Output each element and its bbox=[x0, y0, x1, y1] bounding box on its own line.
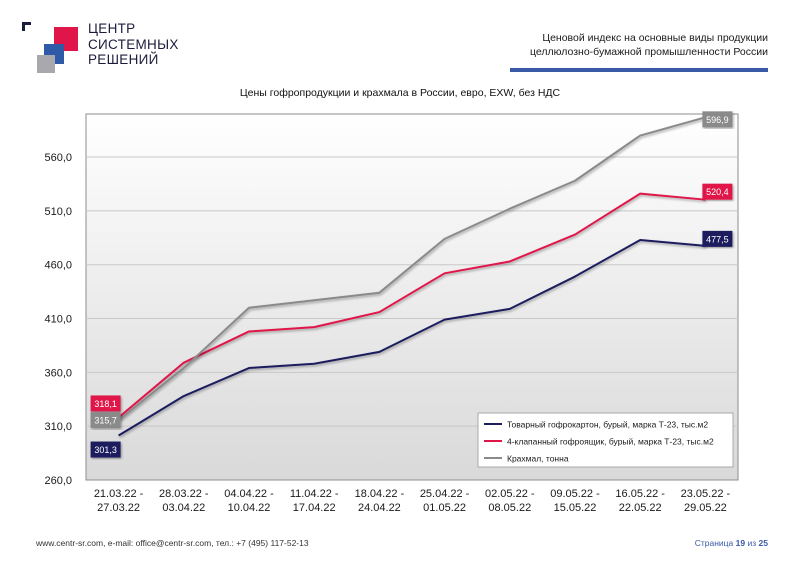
data-label-last-series-1-box bbox=[702, 230, 733, 247]
x-tick-label: 21.03.22 - bbox=[94, 488, 144, 500]
data-label-last-series-3: 596,9 bbox=[706, 115, 729, 125]
y-tick-label: 410,0 bbox=[44, 314, 72, 326]
header-title-line-2: целлюлозно-бумажной промышленности Росси… bbox=[529, 46, 768, 58]
page-prefix: Страница bbox=[694, 538, 734, 548]
series-line-1 bbox=[118, 238, 706, 437]
logo-line-2: СИСТЕМНЫХ bbox=[88, 36, 179, 52]
x-tick-label: 11.04.22 - bbox=[290, 488, 339, 500]
y-tick-label: 510,0 bbox=[44, 206, 72, 218]
data-label-last-series-3-box bbox=[702, 111, 733, 128]
x-tick-label-second-line: 22.05.22 bbox=[619, 502, 662, 514]
legend-box bbox=[477, 412, 734, 468]
data-label-first-series-2: 318,1 bbox=[94, 399, 117, 409]
y-tick-label: 360,0 bbox=[44, 367, 72, 379]
x-tick-label: 25.04.22 - bbox=[420, 488, 470, 500]
logo-text: ЦЕНТР СИСТЕМНЫХ РЕШЕНИЙ bbox=[88, 21, 179, 68]
data-label-first-series-2-box bbox=[90, 395, 121, 412]
data-labels: 301,3 477,5 318,1 520,4 315,7 596,9 bbox=[90, 111, 733, 458]
data-label-last-series-2-box bbox=[702, 183, 733, 200]
page-current: 19 bbox=[735, 538, 746, 548]
page-number: Страница 19 из 25 bbox=[695, 538, 768, 548]
x-tick-label: 09.05.22 - bbox=[550, 488, 600, 500]
series-lines bbox=[117, 116, 706, 437]
y-axis: 260,0 310,0 360,0 410,0 460,0 510,0 560,0 bbox=[44, 152, 72, 487]
price-chart: 260,0 310,0 360,0 410,0 460,0 510,0 560,0 21.0… bbox=[44, 111, 739, 514]
x-tick-label-second-line: 27.03.22 bbox=[97, 502, 140, 514]
x-tick-label-second-line: 24.04.22 bbox=[358, 502, 401, 514]
legend-label-2: 4-клапанный гофроящик, бурый, марка Т-23… bbox=[507, 437, 714, 447]
data-label-first-series-3: 315,7 bbox=[94, 416, 117, 426]
logo-line-1: ЦЕНТР bbox=[88, 21, 136, 36]
x-tick-label: 28.03.22 - bbox=[159, 488, 209, 500]
x-tick-label: 04.04.22 - bbox=[224, 488, 274, 500]
footer-contacts: www.centr-sr.com, e-mail: office@centr-s… bbox=[36, 538, 309, 548]
logo-mark bbox=[22, 22, 78, 73]
legend-label-3: Крахмал, тонна bbox=[507, 454, 569, 464]
data-label-last-series-1: 477,5 bbox=[706, 234, 729, 244]
header-rule bbox=[510, 68, 768, 72]
series-line-3 bbox=[117, 116, 706, 421]
logo-gray-square bbox=[37, 55, 55, 73]
header-title-line-1: Ценовой индекс на основные виды продукци… bbox=[542, 32, 768, 44]
page-separator: из bbox=[747, 538, 757, 548]
x-tick-label-second-line: 10.04.22 bbox=[228, 502, 271, 514]
series-line-2 bbox=[117, 192, 706, 419]
legend-label-1: Товарный гофрокартон, бурый, марка Т-23,… bbox=[507, 420, 708, 430]
x-tick-label: 02.05.22 - bbox=[485, 488, 535, 500]
x-tick-label-second-line: 08.05.22 bbox=[488, 502, 531, 514]
x-tick-label-second-line: 15.05.22 bbox=[554, 502, 597, 514]
logo-corner-mark-h bbox=[22, 22, 31, 25]
x-tick-label: 23.05.22 - bbox=[681, 488, 731, 500]
legend: Товарный гофрокартон, бурый, марка Т-23,… bbox=[477, 412, 734, 468]
data-label-first-series-3-box bbox=[90, 412, 121, 429]
header-title: Ценовой индекс на основные виды продукци… bbox=[408, 31, 768, 59]
x-tick-label-second-line: 29.05.22 bbox=[684, 502, 727, 514]
y-tick-label: 460,0 bbox=[44, 260, 72, 272]
logo-line-3: РЕШЕНИЙ bbox=[88, 52, 159, 67]
company-logo bbox=[22, 22, 182, 82]
x-tick-label-second-line: 03.04.22 bbox=[162, 502, 205, 514]
x-axis: 21.03.22 - 27.03.22 28.03.22 - 03.04.22 04.0… bbox=[94, 488, 731, 514]
data-label-first-series-1-box bbox=[90, 441, 121, 458]
chart-title: Цены гофропродукции и крахмала в России,… bbox=[239, 87, 561, 99]
x-tick-label-second-line: 17.04.22 bbox=[293, 502, 336, 514]
data-label-first-series-1: 301,3 bbox=[94, 445, 117, 455]
x-tick-label-second-line: 01.05.22 bbox=[423, 502, 466, 514]
data-label-last-series-2: 520,4 bbox=[706, 187, 729, 197]
y-tick-label: 560,0 bbox=[44, 152, 72, 164]
page-total: 25 bbox=[758, 538, 768, 548]
logo-corner-mark bbox=[22, 22, 25, 31]
x-tick-label: 16.05.22 - bbox=[615, 488, 665, 500]
y-tick-label: 310,0 bbox=[44, 421, 72, 433]
y-tick-label: 260,0 bbox=[44, 475, 72, 487]
x-tick-label: 18.04.22 - bbox=[355, 488, 405, 500]
